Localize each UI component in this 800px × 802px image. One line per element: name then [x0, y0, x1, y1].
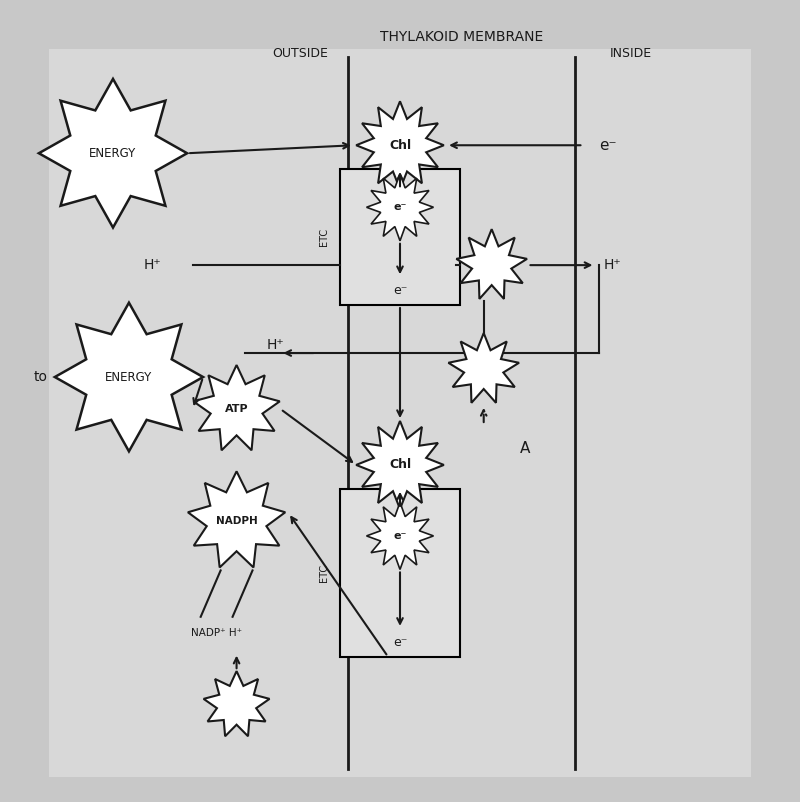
Text: Chl: Chl [389, 459, 411, 472]
Polygon shape [356, 421, 444, 509]
Text: H⁺: H⁺ [603, 258, 621, 272]
Text: H⁺: H⁺ [144, 258, 162, 272]
FancyBboxPatch shape [50, 50, 750, 776]
Text: e⁻: e⁻ [393, 636, 407, 649]
Text: THYLAKOID MEMBRANE: THYLAKOID MEMBRANE [380, 30, 543, 44]
Polygon shape [203, 671, 270, 736]
Text: NADP⁺ H⁺: NADP⁺ H⁺ [191, 628, 242, 638]
Polygon shape [39, 79, 187, 228]
Text: e⁻: e⁻ [393, 284, 407, 297]
Text: e⁻: e⁻ [394, 531, 406, 541]
Text: to: to [34, 370, 47, 384]
Text: e⁻: e⁻ [394, 202, 406, 213]
Text: INSIDE: INSIDE [610, 47, 652, 60]
Text: OUTSIDE: OUTSIDE [273, 47, 328, 60]
Polygon shape [366, 174, 434, 241]
Text: ENERGY: ENERGY [106, 371, 153, 383]
Text: A: A [519, 441, 530, 456]
FancyBboxPatch shape [340, 489, 460, 657]
Text: e⁻: e⁻ [599, 138, 617, 152]
Polygon shape [55, 302, 203, 452]
Text: ETC: ETC [319, 228, 330, 246]
Text: ENERGY: ENERGY [90, 147, 137, 160]
Text: ATP: ATP [225, 404, 248, 414]
Text: H⁺: H⁺ [266, 338, 285, 352]
Polygon shape [448, 333, 519, 403]
Polygon shape [456, 229, 527, 299]
Polygon shape [356, 101, 444, 189]
Polygon shape [366, 502, 434, 569]
FancyBboxPatch shape [340, 169, 460, 305]
Text: Chl: Chl [389, 139, 411, 152]
Polygon shape [194, 365, 280, 450]
Polygon shape [188, 472, 286, 568]
Text: ETC: ETC [319, 564, 330, 582]
Text: NADPH: NADPH [216, 516, 258, 526]
